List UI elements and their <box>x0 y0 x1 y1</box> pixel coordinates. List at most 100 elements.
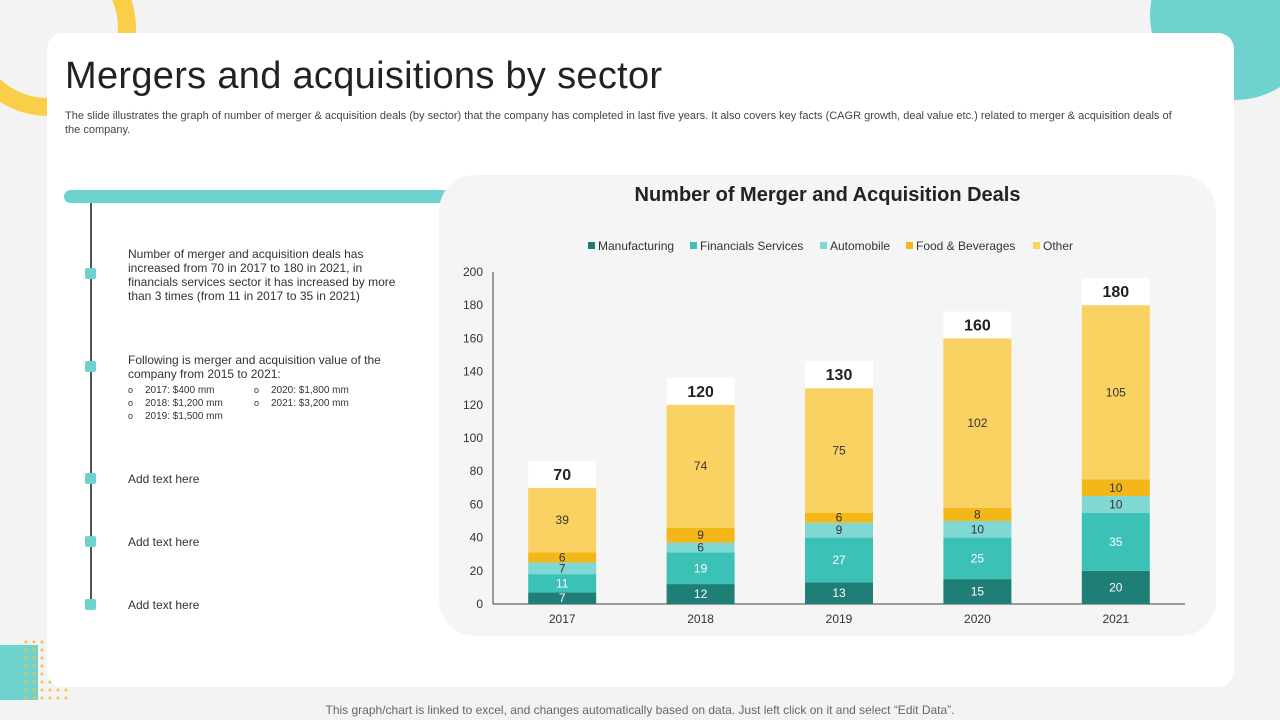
bar-segment-other-2019 <box>805 388 873 513</box>
data-label: 13 <box>832 586 846 600</box>
total-label-box <box>943 311 1012 339</box>
bar-segment-food-beverages-2018 <box>666 527 735 543</box>
bar-segment-other-2020 <box>943 338 1012 508</box>
timeline-marker-2 <box>85 361 96 372</box>
data-label: 6 <box>836 511 843 525</box>
total-label-box <box>1081 278 1150 306</box>
data-label: 7 <box>559 591 566 605</box>
data-label: 11 <box>556 576 569 590</box>
total-label: 130 <box>826 367 853 384</box>
bar-segment-automobile-2020 <box>943 521 1012 538</box>
y-tick-label: 160 <box>463 331 483 345</box>
data-label: 27 <box>832 553 846 567</box>
y-tick-label: 0 <box>476 597 483 611</box>
bar-segment-financials-services-2019 <box>805 537 873 583</box>
bar-segment-manufacturing-2018 <box>666 584 735 604</box>
data-label: 8 <box>974 507 981 521</box>
deal-value-2021: 2021: $3,200 mm <box>254 397 349 410</box>
data-label: 35 <box>1109 535 1123 549</box>
bar-segment-other-2021 <box>1081 305 1150 480</box>
y-tick-label: 200 <box>463 265 483 279</box>
deal-value-2017: 2017: $400 mm <box>128 384 215 397</box>
timeline-point-2: Following is merger and acquisition valu… <box>128 353 381 381</box>
y-tick-label: 60 <box>470 497 484 511</box>
timeline-point-5: Add text here <box>128 598 200 612</box>
data-label: 75 <box>832 443 846 457</box>
deal-value-2020: 2020: $1,800 mm <box>254 384 349 397</box>
y-tick-label: 140 <box>463 365 483 379</box>
data-label: 25 <box>971 551 985 565</box>
legend-swatch <box>906 242 913 249</box>
legend-swatch <box>820 242 827 249</box>
bar-segment-food-beverages-2017 <box>528 552 597 563</box>
total-label: 70 <box>553 467 571 484</box>
data-label: 102 <box>967 416 987 430</box>
data-label: 6 <box>697 541 704 555</box>
timeline-marker-5 <box>85 599 96 610</box>
legend-label: Other <box>1043 239 1073 253</box>
data-label: 12 <box>694 587 708 601</box>
total-label-box <box>805 361 873 389</box>
legend-label: Automobile <box>830 239 890 253</box>
footer-note: This graph/chart is linked to excel, and… <box>325 703 955 717</box>
x-tick-label: 2021 <box>1102 612 1129 626</box>
deal-value-2019: 2019: $1,500 mm <box>128 410 223 423</box>
timeline-marker-4 <box>85 536 96 547</box>
data-label: 9 <box>697 528 704 542</box>
bar-segment-manufacturing-2021 <box>1081 570 1150 604</box>
timeline-header-bar <box>64 190 454 203</box>
legend-swatch <box>690 242 697 249</box>
timeline-line <box>90 203 92 608</box>
y-tick-label: 40 <box>470 531 484 545</box>
data-label: 74 <box>694 459 708 473</box>
total-label: 180 <box>1102 284 1129 301</box>
bar-segment-automobile-2021 <box>1081 496 1150 513</box>
deal-value-2018: 2018: $1,200 mm <box>128 397 223 410</box>
y-tick-label: 180 <box>463 298 483 312</box>
bar-segment-financials-services-2017 <box>528 574 597 593</box>
slide-subtitle: The slide illustrates the graph of numbe… <box>65 110 1172 136</box>
bar-segment-financials-services-2021 <box>1081 512 1150 571</box>
timeline-point-3: Add text here <box>128 472 200 486</box>
data-label: 10 <box>1109 497 1123 511</box>
bar-segment-food-beverages-2019 <box>805 512 873 523</box>
x-tick-label: 2017 <box>549 612 576 626</box>
legend-swatch <box>588 242 595 249</box>
legend-label: Manufacturing <box>598 239 674 253</box>
data-label: 15 <box>971 585 985 599</box>
legend-label: Financials Services <box>700 239 803 253</box>
data-label: 10 <box>971 522 985 536</box>
total-label: 160 <box>964 317 991 334</box>
bar-segment-manufacturing-2019 <box>805 582 873 604</box>
x-tick-label: 2019 <box>826 612 853 626</box>
total-label-box <box>666 377 735 405</box>
bar-segment-manufacturing-2017 <box>528 592 597 604</box>
data-label: 20 <box>1109 580 1123 594</box>
bar-segment-food-beverages-2021 <box>1081 479 1150 497</box>
slide-title: Mergers and acquisitions by sector <box>65 55 663 97</box>
bar-segment-automobile-2018 <box>666 542 735 553</box>
bar-segment-automobile-2017 <box>528 562 597 575</box>
data-label: 105 <box>1106 385 1126 399</box>
bar-segment-other-2017 <box>528 487 597 553</box>
bar-segment-manufacturing-2020 <box>943 579 1012 604</box>
y-tick-label: 100 <box>463 431 483 445</box>
data-label: 10 <box>1109 481 1123 495</box>
total-label: 120 <box>687 384 714 401</box>
x-tick-label: 2020 <box>964 612 991 626</box>
y-tick-label: 120 <box>463 398 483 412</box>
legend-label: Food & Beverages <box>916 239 1015 253</box>
timeline-marker-3 <box>85 473 96 484</box>
y-tick-label: 80 <box>470 464 484 478</box>
data-label: 39 <box>556 513 570 527</box>
bar-segment-financials-services-2020 <box>943 537 1012 580</box>
legend-swatch <box>1033 242 1040 249</box>
y-tick-label: 20 <box>470 564 484 578</box>
bar-segment-financials-services-2018 <box>666 552 735 585</box>
data-label: 9 <box>836 523 843 537</box>
bar-segment-food-beverages-2020 <box>943 507 1012 521</box>
timeline-point-4: Add text here <box>128 535 200 549</box>
data-label: 7 <box>559 561 566 575</box>
bar-segment-automobile-2019 <box>805 522 873 538</box>
